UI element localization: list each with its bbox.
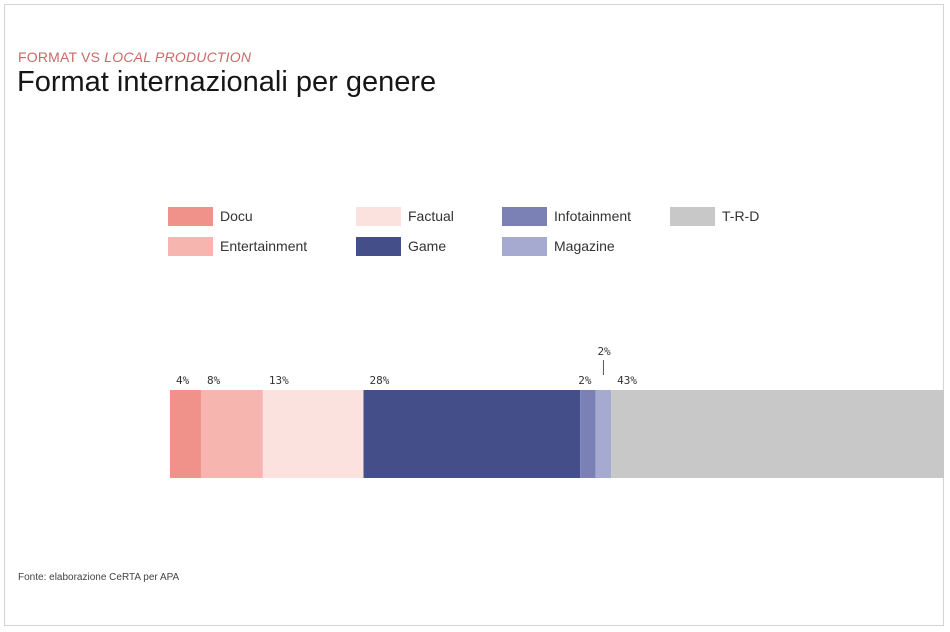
data-label-entertainment: 8% xyxy=(207,374,221,387)
legend-swatch-docu xyxy=(168,207,213,226)
chart-title: Format internazionali per genere xyxy=(17,66,437,98)
bar-segment-infotainment xyxy=(580,390,596,478)
kicker-lead: FORMAT VS xyxy=(18,49,105,65)
data-label-infotainment: 2% xyxy=(578,374,592,387)
legend-swatch-entertainment xyxy=(168,237,213,256)
legend-label-entertainment: Entertainment xyxy=(220,238,307,254)
legend-label-factual: Factual xyxy=(408,208,454,224)
kicker-italic: LOCAL PRODUCTION xyxy=(104,49,252,65)
legend-label-game: Game xyxy=(408,238,446,254)
legend-label-magazine: Magazine xyxy=(554,238,615,254)
bar-segment-docu xyxy=(170,390,201,478)
data-label-t-r-d: 43% xyxy=(617,374,637,387)
legend-swatch-factual xyxy=(356,207,401,226)
bar-segment-entertainment xyxy=(200,390,263,478)
bar-segment-t-r-d xyxy=(611,390,944,478)
legend-swatch-t-r-d xyxy=(670,207,715,226)
data-label-factual: 13% xyxy=(269,374,289,387)
bar-segment-game xyxy=(363,390,581,478)
chart-frame xyxy=(4,4,944,626)
bar-segment-factual xyxy=(262,390,364,478)
legend-label-docu: Docu xyxy=(220,208,253,224)
source-note: Fonte: elaborazione CeRTA per APA xyxy=(18,572,180,583)
legend-swatch-magazine xyxy=(502,237,547,256)
bar-segment-magazine xyxy=(595,390,612,478)
data-label-game: 28% xyxy=(370,374,390,387)
chart-kicker: FORMAT VS LOCAL PRODUCTION xyxy=(18,49,251,65)
data-label-magazine: 2% xyxy=(597,345,611,358)
legend-label-t-r-d: T-R-D xyxy=(722,208,759,224)
legend-swatch-game xyxy=(356,237,401,256)
data-label-docu: 4% xyxy=(176,374,190,387)
legend-label-infotainment: Infotainment xyxy=(554,208,631,224)
legend-swatch-infotainment xyxy=(502,207,547,226)
